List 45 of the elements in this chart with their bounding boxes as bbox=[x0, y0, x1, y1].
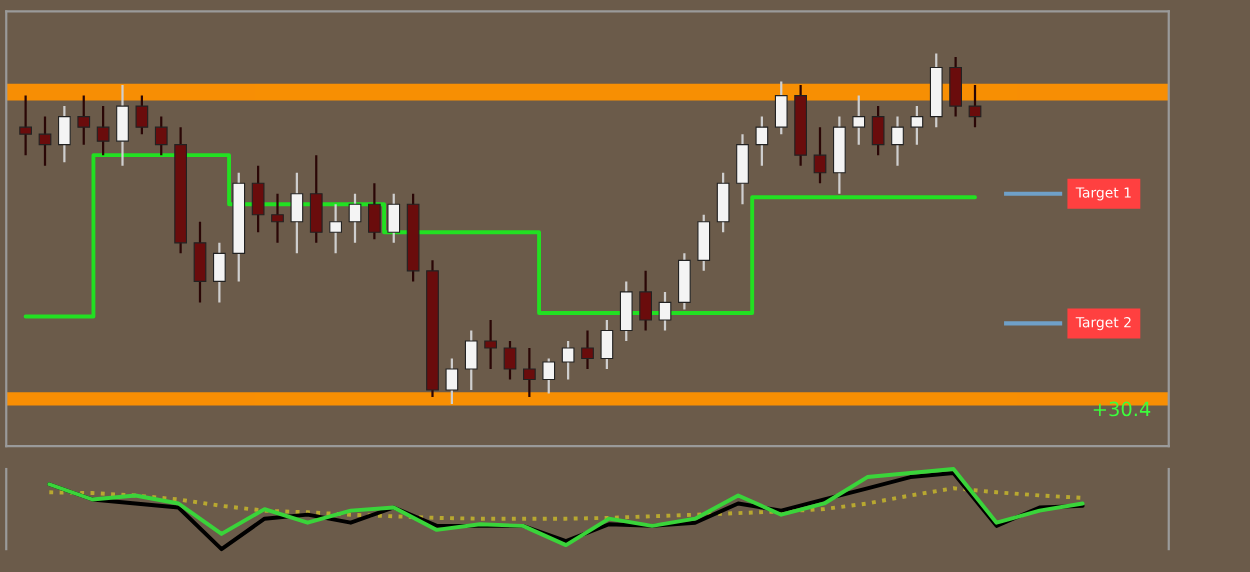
candlestick bbox=[329, 203, 342, 255]
candlestick bbox=[561, 339, 575, 381]
candlestick bbox=[968, 83, 982, 129]
candlestick bbox=[891, 115, 904, 167]
candlestick bbox=[949, 55, 962, 118]
candlestick bbox=[658, 290, 672, 332]
candlestick bbox=[309, 154, 323, 244]
candlestick bbox=[387, 192, 401, 244]
candlestick bbox=[678, 252, 691, 311]
candlestick bbox=[503, 339, 517, 381]
candlestick bbox=[348, 192, 362, 244]
text: +30.4 bbox=[1093, 401, 1151, 417]
candlestick bbox=[852, 94, 866, 146]
candlestick bbox=[38, 115, 52, 167]
candlestick bbox=[910, 104, 924, 146]
candlestick bbox=[813, 126, 827, 185]
candlestick bbox=[213, 241, 226, 304]
candlestick bbox=[271, 192, 284, 244]
candlestick bbox=[833, 115, 846, 195]
candlestick bbox=[581, 329, 594, 371]
candlestick bbox=[484, 318, 497, 371]
candlestick bbox=[542, 357, 556, 395]
candlestick bbox=[193, 220, 207, 304]
candlestick bbox=[523, 346, 536, 399]
candlestick bbox=[58, 104, 71, 164]
candlestick bbox=[697, 213, 711, 272]
candlestick bbox=[154, 115, 168, 157]
candlestick bbox=[135, 94, 149, 136]
candlestick bbox=[755, 115, 769, 167]
candlestick bbox=[774, 80, 788, 136]
candlestick bbox=[368, 182, 381, 241]
candlestick bbox=[116, 83, 129, 167]
candlestick bbox=[77, 94, 91, 146]
candlestick bbox=[251, 164, 265, 234]
candlestick bbox=[290, 171, 304, 255]
candlestick bbox=[464, 329, 478, 392]
candlestick bbox=[639, 269, 652, 332]
candlestick bbox=[871, 104, 885, 157]
candlestick bbox=[600, 318, 614, 371]
candlestick bbox=[716, 171, 730, 234]
candlestick bbox=[19, 94, 32, 157]
candlestick bbox=[736, 133, 749, 206]
candlestick bbox=[619, 280, 633, 343]
candlestick bbox=[96, 104, 110, 157]
candlestick bbox=[445, 357, 459, 406]
